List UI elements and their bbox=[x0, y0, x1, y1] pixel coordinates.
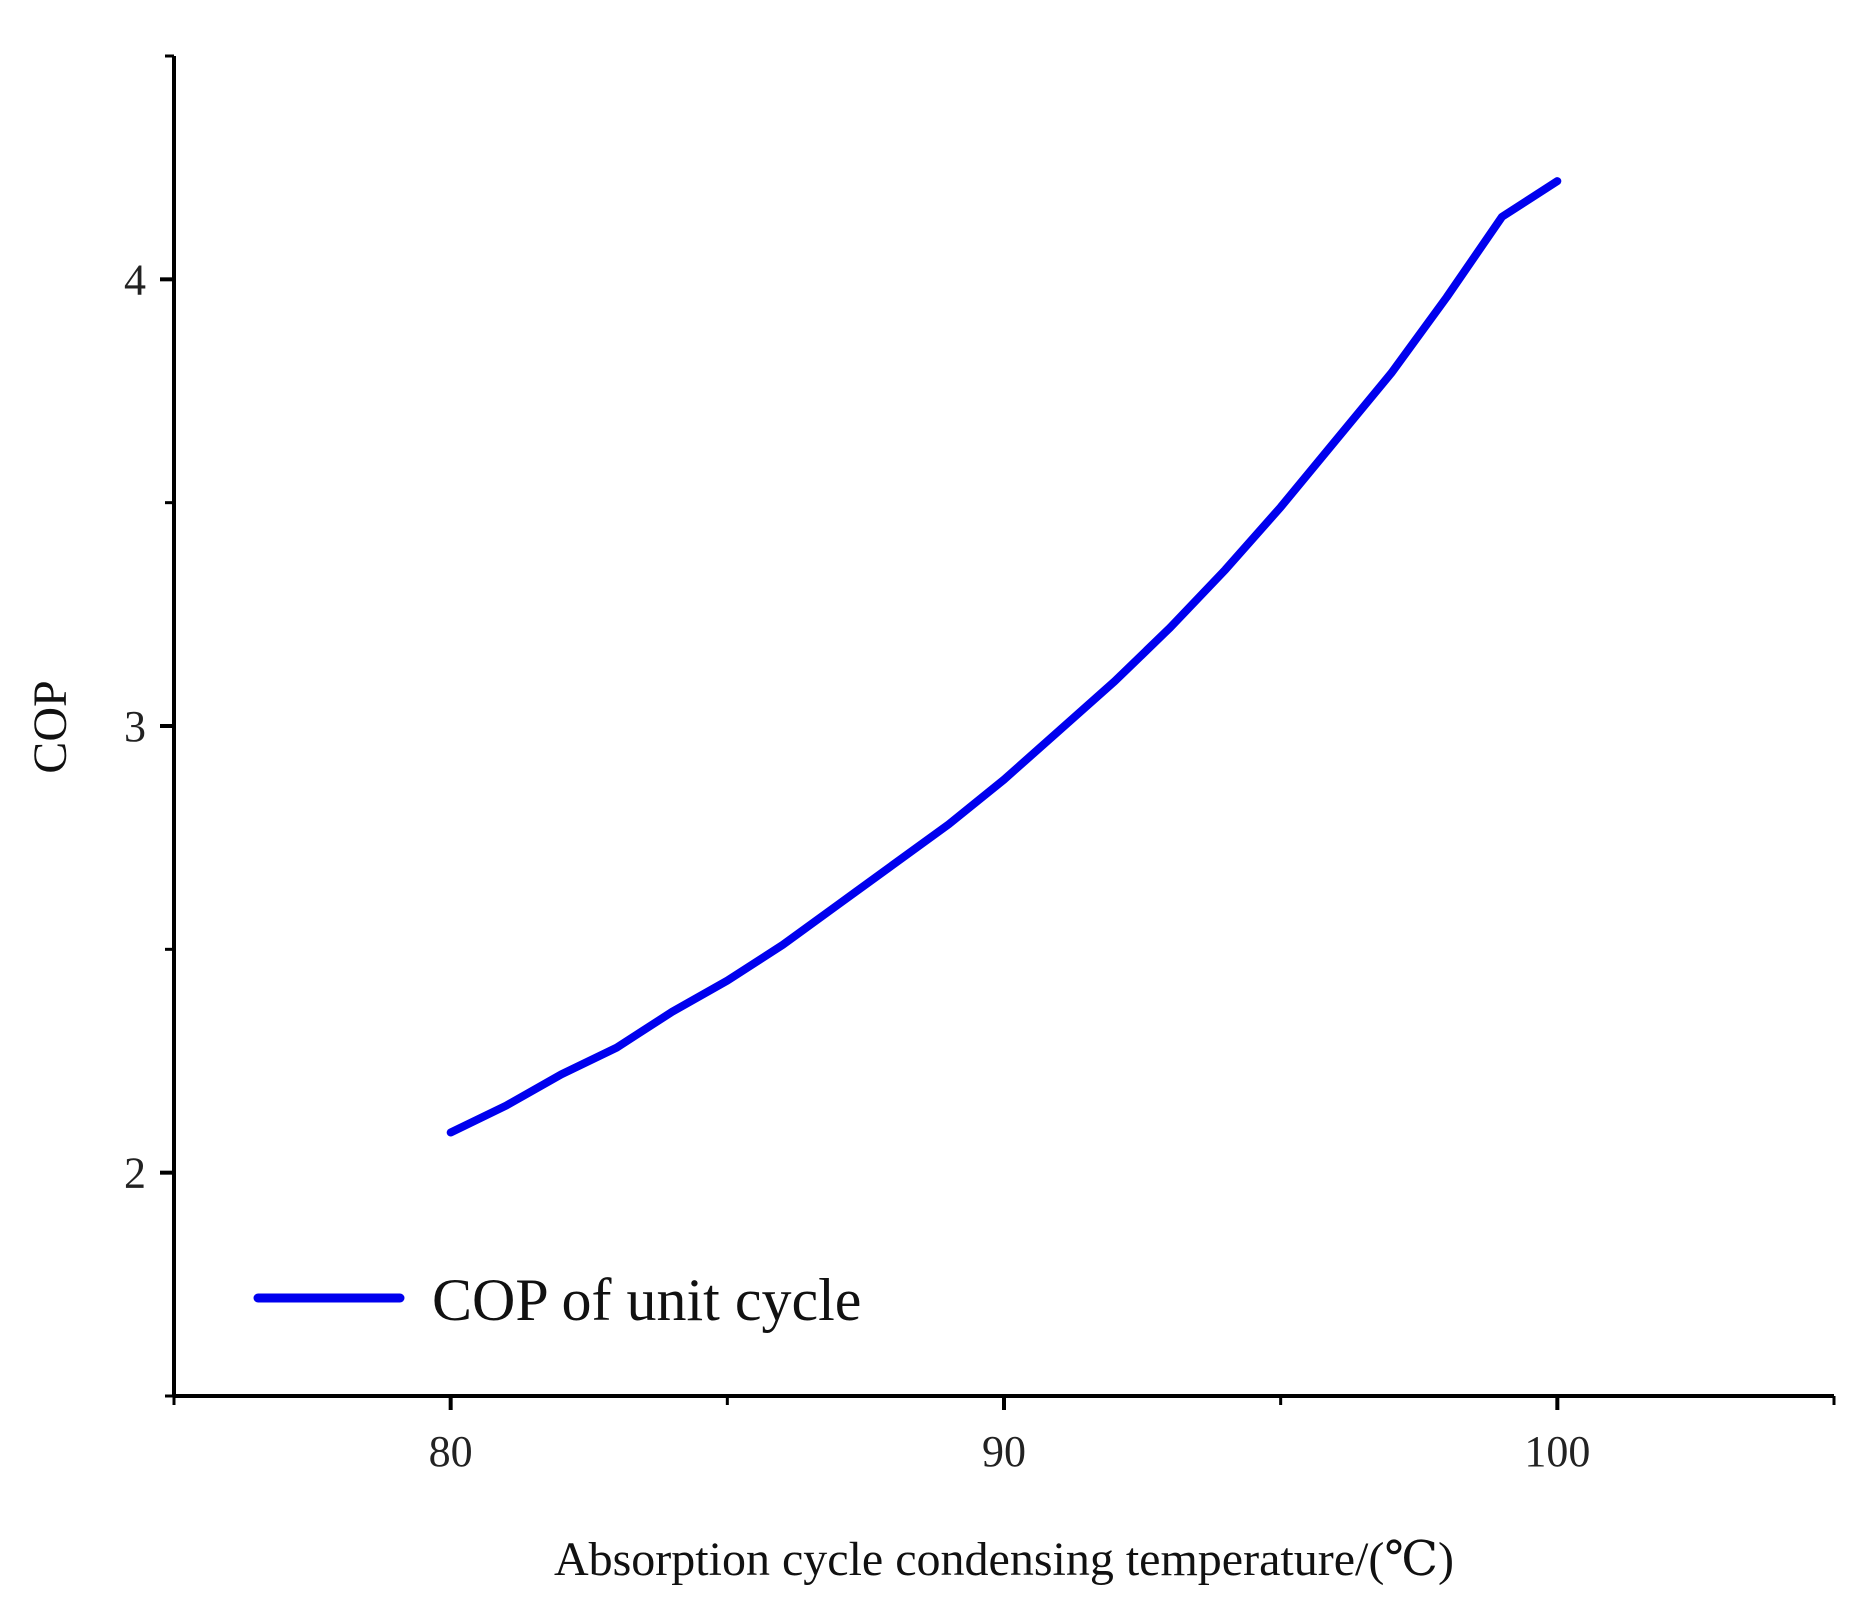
axes bbox=[172, 56, 1834, 1398]
legend-label-cop-of-unit-cycle: COP of unit cycle bbox=[432, 1267, 861, 1333]
x-tick-label: 100 bbox=[1524, 1427, 1590, 1476]
y-tick-label: 2 bbox=[124, 1149, 146, 1198]
y-tick-label: 3 bbox=[124, 702, 146, 751]
y-axis-ticks: 2 3 4 bbox=[124, 54, 174, 1398]
series-line-cop-of-unit-cycle bbox=[446, 177, 1562, 1137]
legend: COP of unit cycle bbox=[253, 1267, 861, 1333]
x-axis-ticks: 80 90 100 bbox=[172, 1396, 1836, 1476]
x-tick-label: 90 bbox=[982, 1427, 1026, 1476]
series-layer bbox=[446, 177, 1562, 1137]
y-tick-label: 4 bbox=[124, 255, 146, 304]
x-tick-label: 80 bbox=[429, 1427, 473, 1476]
x-axis-title: Absorption cycle condensing temperature/… bbox=[554, 1533, 1454, 1586]
y-axis-title: COP bbox=[24, 680, 77, 773]
